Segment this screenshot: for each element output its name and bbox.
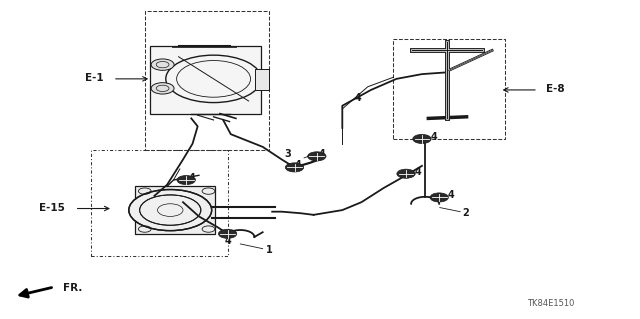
Circle shape [177, 175, 195, 185]
Bar [150, 46, 261, 114]
Text: 2: 2 [462, 208, 469, 218]
Text: 4: 4 [414, 167, 421, 176]
Text: 1: 1 [266, 245, 273, 255]
Bar [255, 69, 269, 90]
Circle shape [218, 229, 237, 238]
Bar [91, 150, 228, 256]
Circle shape [308, 152, 326, 161]
Circle shape [413, 134, 431, 144]
Text: 4: 4 [294, 160, 301, 170]
Text: 4: 4 [224, 236, 231, 246]
Circle shape [285, 163, 304, 172]
Text: 4: 4 [318, 149, 325, 159]
Text: 4: 4 [355, 93, 362, 103]
Circle shape [397, 169, 415, 178]
Text: 4: 4 [447, 190, 454, 200]
Bar [394, 39, 505, 139]
Bar [135, 186, 215, 234]
Text: FR.: FR. [63, 283, 82, 293]
Text: E-8: E-8 [546, 84, 565, 94]
Bar [145, 11, 269, 150]
Text: 3: 3 [285, 149, 291, 159]
Circle shape [151, 59, 174, 70]
Text: 4: 4 [430, 132, 437, 142]
Text: E-15: E-15 [39, 203, 65, 212]
Circle shape [430, 193, 449, 202]
Circle shape [129, 189, 212, 231]
Circle shape [151, 83, 174, 94]
Text: 4: 4 [189, 173, 196, 183]
Text: E-1: E-1 [84, 73, 103, 83]
Text: TK84E1510: TK84E1510 [527, 299, 575, 308]
